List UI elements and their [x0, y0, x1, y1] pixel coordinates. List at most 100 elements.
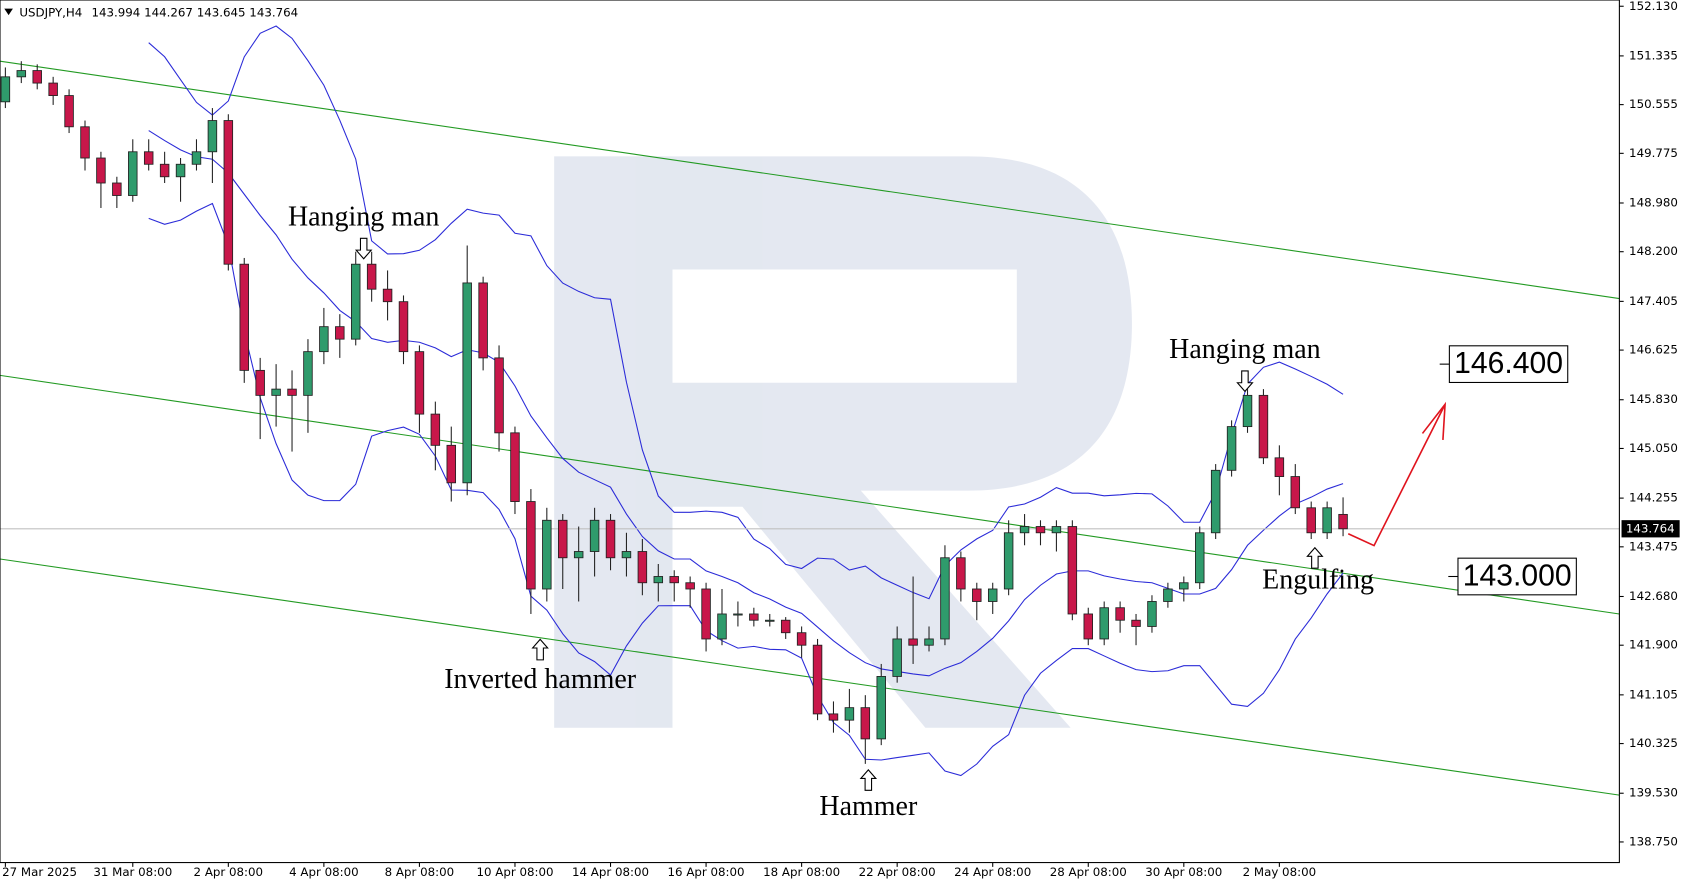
- y-tick-label: 140.325: [1629, 736, 1678, 750]
- candle-body: [940, 557, 950, 640]
- ohlc-readout: 143.994 144.267 143.645 143.764: [91, 5, 298, 19]
- candle-body: [80, 126, 90, 159]
- x-tick-label: 2 May 08:00: [1243, 865, 1317, 879]
- plot: [0, 25, 1620, 796]
- candle-body: [319, 326, 329, 353]
- candle-body: [924, 638, 934, 646]
- x-tick-label: 31 Mar 08:00: [93, 865, 172, 879]
- candle-body: [717, 613, 727, 640]
- y-tick-label: 141.105: [1629, 687, 1678, 701]
- candle-body: [1290, 476, 1301, 509]
- candle-body: [159, 163, 170, 178]
- channel-line: [0, 374, 1620, 615]
- candle-body: [1003, 532, 1014, 590]
- watermark-stem: [554, 156, 673, 728]
- y-tick-label: 146.625: [1629, 343, 1678, 357]
- target-level-box: [1457, 557, 1577, 596]
- plot-frame: [0, 0, 1620, 864]
- candle-body: [382, 288, 393, 303]
- bollinger-band: [148, 25, 1344, 600]
- y-tick-label: 152.130: [1629, 0, 1678, 13]
- candle-body: [860, 707, 871, 740]
- candle-body: [0, 76, 11, 103]
- target-level-box: [1448, 345, 1569, 384]
- candle-body: [1210, 469, 1221, 534]
- annotation: Hanging man: [288, 201, 439, 232]
- candle-body: [637, 551, 648, 584]
- candle-body: [828, 713, 839, 721]
- annotations: [354, 237, 1324, 791]
- candle-body: [1147, 601, 1157, 627]
- candle-body: [1115, 607, 1125, 621]
- candle-body: [207, 120, 218, 153]
- y-tick-label: 138.750: [1629, 834, 1678, 848]
- candle-body: [255, 369, 265, 396]
- annotation: Hammer: [819, 791, 918, 822]
- annotation: Engulfing: [1262, 565, 1374, 596]
- target-level-label: 146.400: [1454, 347, 1563, 380]
- candle-body: [733, 613, 743, 616]
- candle-body: [303, 351, 313, 396]
- candle-body: [1131, 619, 1141, 627]
- candle-body: [462, 282, 472, 484]
- x-tick-label: 22 Apr 08:00: [859, 865, 936, 879]
- candle-body: [1035, 526, 1046, 534]
- candle-body: [48, 82, 58, 96]
- menu-triangle: [4, 8, 13, 16]
- x-tick-label: 10 Apr 08:00: [476, 865, 553, 879]
- y-tick-label: 148.200: [1629, 244, 1678, 258]
- candle-body: [1338, 513, 1348, 530]
- x-tick-label: 2 Apr 08:00: [194, 865, 264, 879]
- candle-body: [478, 282, 488, 359]
- candle-body: [701, 588, 711, 640]
- y-tick-label: 142.680: [1629, 589, 1678, 603]
- candle-body: [1019, 526, 1030, 534]
- candle-body: [669, 576, 679, 584]
- candle-body: [1306, 507, 1316, 534]
- candle-body: [589, 519, 600, 552]
- watermark-bowl: [672, 156, 1132, 728]
- candle-body: [175, 163, 186, 178]
- y-tick-label: 148.980: [1629, 195, 1678, 209]
- candle-body: [765, 619, 775, 622]
- forecast-arrow: [1347, 401, 1447, 547]
- candle-body: [908, 638, 918, 646]
- candle-body: [494, 357, 504, 434]
- arrow-down: [354, 237, 373, 260]
- x-tick-label: 30 Apr 08:00: [1145, 865, 1222, 879]
- x-tick-label: 16 Apr 08:00: [668, 865, 745, 879]
- candle-body: [398, 301, 409, 353]
- candle-body: [780, 619, 791, 634]
- bollinger-band: [148, 130, 1344, 677]
- candle-body: [796, 632, 807, 646]
- candle-body: [526, 501, 536, 590]
- candle-body: [1274, 457, 1285, 477]
- arrow-up: [859, 769, 878, 791]
- candle-body: [430, 413, 441, 446]
- candle-body: [987, 588, 998, 602]
- candle-body: [143, 151, 154, 165]
- x-tick-label: 28 Apr 08:00: [1050, 865, 1127, 879]
- symbol: USDJPY,H4: [19, 5, 82, 19]
- candle-body: [32, 70, 42, 84]
- candle-body: [1179, 582, 1189, 590]
- channel-line: [0, 60, 1620, 300]
- candle-body: [16, 70, 27, 78]
- candle-body: [573, 551, 584, 559]
- candle-body: [350, 263, 361, 340]
- candle-body: [1322, 507, 1332, 534]
- y-tick-label: 144.255: [1629, 491, 1678, 505]
- y-tick-label: 147.405: [1629, 294, 1678, 308]
- candle-body: [685, 582, 695, 590]
- candle-body: [128, 151, 138, 196]
- annotation: Hanging man: [1169, 334, 1320, 365]
- bollinger-band: [148, 202, 1344, 777]
- y-tick-label: 141.900: [1629, 638, 1678, 652]
- current-price-label: 143.764: [1626, 521, 1675, 535]
- candle-body: [605, 519, 616, 559]
- candle-body: [271, 388, 281, 396]
- candle-body: [64, 95, 74, 128]
- candle-body: [844, 707, 855, 721]
- y-tick-label: 143.475: [1629, 539, 1678, 553]
